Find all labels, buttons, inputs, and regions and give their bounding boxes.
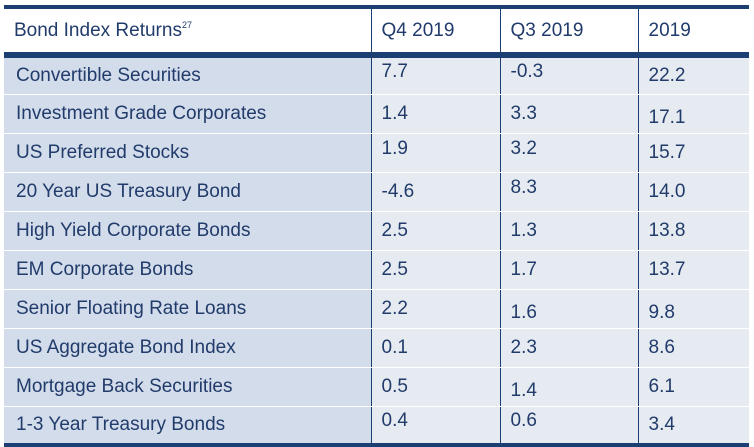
- table-row: Investment Grade Corporates 1.4 3.3 17.1: [4, 94, 749, 134]
- row-name: US Preferred Stocks: [4, 133, 371, 173]
- cell-2019: 13.8: [637, 211, 749, 251]
- cell-q3: 8.3: [499, 172, 638, 212]
- footnote-marker: 27: [181, 19, 192, 30]
- header-q4-2019: Q4 2019: [370, 7, 500, 55]
- table-row: 1-3 Year Treasury Bonds 0.4 0.6 3.4: [4, 406, 749, 446]
- bond-index-returns-table: Bond Index Returns27 Q4 2019 Q3 2019 201…: [4, 5, 749, 447]
- table-row: Mortgage Back Securities 0.5 1.4 6.1: [4, 367, 749, 407]
- table-row: EM Corporate Bonds 2.5 1.7 13.7: [4, 250, 749, 290]
- cell-q3: 1.7: [499, 250, 638, 290]
- cell-2019: 9.8: [637, 289, 749, 329]
- cell-q4: 1.4: [370, 94, 500, 134]
- cell-q3: 2.3: [499, 328, 638, 368]
- table-row: US Aggregate Bond Index 0.1 2.3 8.6: [4, 328, 749, 368]
- cell-q4: 7.7: [370, 55, 500, 95]
- cell-q3: 3.3: [499, 94, 638, 134]
- cell-q3: 1.6: [499, 289, 638, 329]
- row-name: US Aggregate Bond Index: [4, 328, 371, 368]
- cell-q4: 0.5: [370, 367, 500, 407]
- cell-q4: 2.5: [370, 250, 500, 290]
- cell-q4: 0.1: [370, 328, 500, 368]
- cell-q4: 2.2: [370, 289, 500, 329]
- row-name: Senior Floating Rate Loans: [4, 289, 371, 329]
- cell-q4: 0.4: [370, 406, 500, 446]
- table-row: High Yield Corporate Bonds 2.5 1.3 13.8: [4, 211, 749, 251]
- header-2019: 2019: [637, 7, 749, 55]
- table-row: Senior Floating Rate Loans 2.2 1.6 9.8: [4, 289, 749, 329]
- cell-2019: 15.7: [637, 133, 749, 173]
- row-name: High Yield Corporate Bonds: [4, 211, 371, 251]
- table-row: US Preferred Stocks 1.9 3.2 15.7: [4, 133, 749, 173]
- cell-2019: 13.7: [637, 250, 749, 290]
- cell-q3: -0.3: [499, 55, 638, 95]
- table-title: Bond Index Returns27: [4, 7, 371, 55]
- row-name: Convertible Securities: [4, 55, 371, 95]
- cell-q3: 1.3: [499, 211, 638, 251]
- table-row: 20 Year US Treasury Bond -4.6 8.3 14.0: [4, 172, 749, 212]
- row-name: EM Corporate Bonds: [4, 250, 371, 290]
- cell-2019: 22.2: [637, 55, 749, 95]
- cell-2019: 14.0: [637, 172, 749, 212]
- cell-2019: 8.6: [637, 328, 749, 368]
- cell-q3: 0.6: [499, 406, 638, 446]
- table-row: Convertible Securities 7.7 -0.3 22.2: [4, 55, 749, 95]
- header-q3-2019: Q3 2019: [499, 7, 638, 55]
- cell-2019: 6.1: [637, 367, 749, 407]
- table-title-text: Bond Index Returns: [14, 19, 182, 41]
- cell-q3: 3.2: [499, 133, 638, 173]
- row-name: 20 Year US Treasury Bond: [4, 172, 371, 212]
- cell-q3: 1.4: [499, 367, 638, 407]
- cell-2019: 3.4: [637, 406, 749, 446]
- cell-q4: 1.9: [370, 133, 500, 173]
- row-name: Mortgage Back Securities: [4, 367, 371, 407]
- cell-2019: 17.1: [637, 94, 749, 134]
- cell-q4: 2.5: [370, 211, 500, 251]
- table-header-row: Bond Index Returns27 Q4 2019 Q3 2019 201…: [4, 7, 749, 55]
- cell-q4: -4.6: [370, 172, 500, 212]
- row-name: Investment Grade Corporates: [4, 94, 371, 134]
- row-name: 1-3 Year Treasury Bonds: [4, 406, 371, 446]
